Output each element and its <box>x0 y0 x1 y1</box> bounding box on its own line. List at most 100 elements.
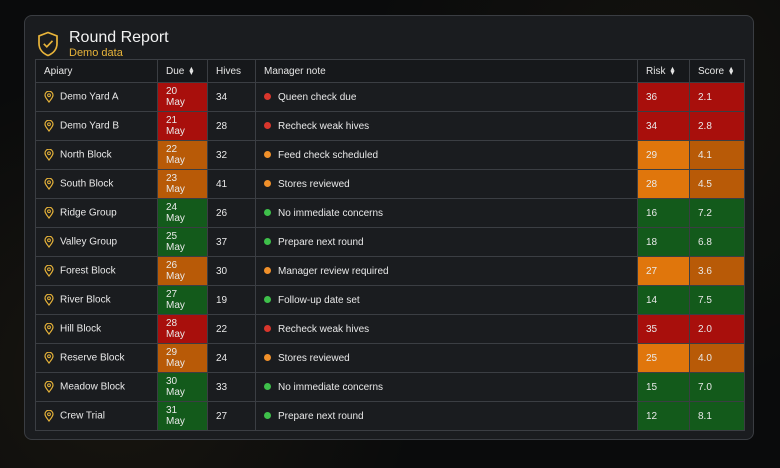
status-dot-icon <box>264 354 271 362</box>
column-header-apiary[interactable]: Apiary <box>35 59 158 83</box>
score-cell: 8.1 <box>689 401 745 431</box>
location-pin-icon <box>44 178 54 190</box>
hives-cell: 37 <box>207 227 256 257</box>
table-row[interactable]: River Block 27 May 19 Follow-up date set 14 7.… <box>35 285 745 315</box>
due-day: 30 <box>166 376 178 387</box>
due-day: 23 <box>166 173 178 184</box>
column-header-hives[interactable]: Hives <box>207 59 256 83</box>
due-cell: 22 May <box>157 140 208 170</box>
due-day: 25 <box>166 231 178 242</box>
due-month: May <box>166 242 185 253</box>
table-row[interactable]: Hill Block 28 May 22 Recheck weak hives 35 2.0 <box>35 314 745 344</box>
note-cell: Stores reviewed <box>255 169 638 199</box>
apiary-cell: Hill Block <box>35 314 158 344</box>
report-card: Round Report Demo data Apiary Due ▴ ▾ Hive… <box>24 15 754 440</box>
due-month: May <box>166 387 185 398</box>
table-row[interactable]: Ridge Group 24 May 26 No immediate concerns 1… <box>35 198 745 228</box>
risk-cell: 15 <box>637 372 690 402</box>
column-header-score[interactable]: Score ▴ ▾ <box>689 59 745 83</box>
due-month: May <box>166 213 185 224</box>
table-row[interactable]: North Block 22 May 32 Feed check scheduled 29… <box>35 140 745 170</box>
column-header-due[interactable]: Due ▴ ▾ <box>157 59 208 83</box>
table-row[interactable]: Valley Group 25 May 37 Prepare next round 18 6… <box>35 227 745 257</box>
manager-note: Manager review required <box>278 265 389 277</box>
location-pin-icon <box>44 294 54 306</box>
score-cell: 4.5 <box>689 169 745 199</box>
apiary-cell: South Block <box>35 169 158 199</box>
manager-note: Recheck weak hives <box>278 323 370 335</box>
location-pin-icon <box>44 410 54 422</box>
hives-cell: 33 <box>207 372 256 402</box>
risk-cell: 28 <box>637 169 690 199</box>
due-cell: 24 May <box>157 198 208 228</box>
due-day: 27 <box>166 289 178 300</box>
score-cell: 7.2 <box>689 198 745 228</box>
note-cell: Prepare next round <box>255 227 638 257</box>
note-cell: Queen check due <box>255 82 638 112</box>
sort-icon[interactable]: ▴ ▾ <box>729 63 734 77</box>
apiary-cell: Valley Group <box>35 227 158 257</box>
risk-cell: 14 <box>637 285 690 315</box>
apiary-name: Reserve Block <box>60 352 125 364</box>
note-cell: Recheck weak hives <box>255 314 638 344</box>
due-day: 21 <box>166 115 178 126</box>
score-cell: 2.0 <box>689 314 745 344</box>
hives-cell: 27 <box>207 401 256 431</box>
status-dot-icon <box>264 93 271 101</box>
risk-cell: 34 <box>637 111 690 141</box>
note-cell: No immediate concerns <box>255 372 638 402</box>
score-cell: 3.6 <box>689 256 745 286</box>
apiary-cell: Meadow Block <box>35 372 158 402</box>
apiary-cell: Ridge Group <box>35 198 158 228</box>
location-pin-icon <box>44 352 54 364</box>
table-row[interactable]: Forest Block 26 May 30 Manager review requir… <box>35 256 745 286</box>
due-month: May <box>166 271 185 282</box>
due-month: May <box>166 300 185 311</box>
table-row[interactable]: Demo Yard B 21 May 28 Recheck weak hives 34 2.… <box>35 111 745 141</box>
table-row[interactable]: Crew Trial 31 May 27 Prepare next round 12 8.1 <box>35 401 745 431</box>
due-cell: 31 May <box>157 401 208 431</box>
status-dot-icon <box>264 296 271 304</box>
apiary-cell: River Block <box>35 285 158 315</box>
sort-icon[interactable]: ▴ ▾ <box>670 63 675 77</box>
table-row[interactable]: Meadow Block 30 May 33 No immediate concerns… <box>35 372 745 402</box>
note-cell: Prepare next round <box>255 401 638 431</box>
page-title: Round Report <box>69 28 169 46</box>
status-dot-icon <box>264 209 271 217</box>
apiary-name: Forest Block <box>60 265 116 277</box>
due-month: May <box>166 126 185 137</box>
page-subtitle: Demo data <box>69 46 123 59</box>
manager-note: Prepare next round <box>278 410 364 422</box>
column-header-note[interactable]: Manager note <box>255 59 638 83</box>
apiary-name: Demo Yard B <box>60 120 120 132</box>
due-month: May <box>166 358 185 369</box>
status-dot-icon <box>264 238 271 246</box>
location-pin-icon <box>44 91 54 103</box>
status-dot-icon <box>264 325 271 333</box>
location-pin-icon <box>44 381 54 393</box>
risk-cell: 18 <box>637 227 690 257</box>
table-row[interactable]: South Block 23 May 41 Stores reviewed 28 4.5 <box>35 169 745 199</box>
manager-note: Follow-up date set <box>278 294 360 306</box>
apiary-cell: Crew Trial <box>35 401 158 431</box>
due-day: 24 <box>166 202 178 213</box>
apiary-name: Ridge Group <box>60 207 117 219</box>
manager-note: No immediate concerns <box>278 207 384 219</box>
due-day: 26 <box>166 260 178 271</box>
sort-icon[interactable]: ▴ ▾ <box>189 63 194 77</box>
note-cell: Follow-up date set <box>255 285 638 315</box>
apiary-name: Hill Block <box>60 323 102 335</box>
location-pin-icon <box>44 323 54 335</box>
table-row[interactable]: Demo Yard A 20 May 34 Queen check due 36 2.1 <box>35 82 745 112</box>
risk-cell: 29 <box>637 140 690 170</box>
apiary-name: Demo Yard A <box>60 91 119 103</box>
column-header-risk[interactable]: Risk ▴ ▾ <box>637 59 690 83</box>
apiary-name: Crew Trial <box>60 410 106 422</box>
note-cell: Manager review required <box>255 256 638 286</box>
manager-note: Feed check scheduled <box>278 149 379 161</box>
score-cell: 2.8 <box>689 111 745 141</box>
apiary-name: Valley Group <box>60 236 118 248</box>
note-cell: Recheck weak hives <box>255 111 638 141</box>
due-month: May <box>166 155 185 166</box>
table-row[interactable]: Reserve Block 29 May 24 Stores reviewed 25 4.0 <box>35 343 745 373</box>
